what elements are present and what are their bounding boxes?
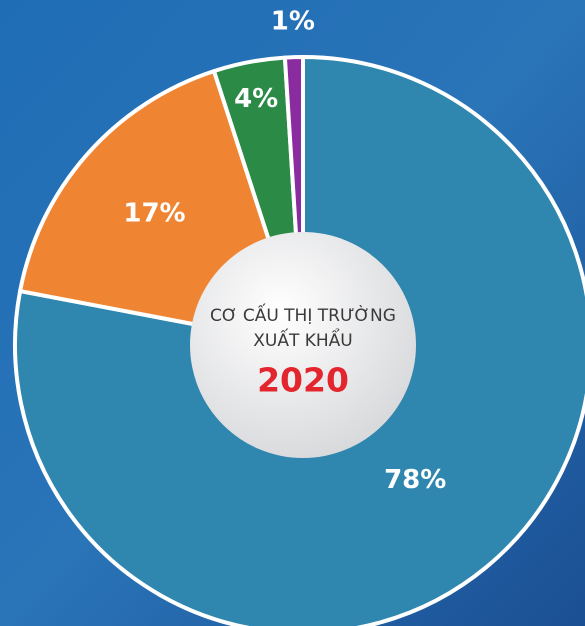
slice-label: 4% — [234, 84, 278, 114]
chart: CƠ CẤU THỊ TRƯỜNG XUẤT KHẨU 2020 78% 17% 4… — [0, 0, 585, 626]
slice-label: 1% — [271, 7, 315, 37]
center-title: CƠ CẤU THỊ TRƯỜNG — [210, 302, 396, 326]
page: CƠ CẤU THỊ TRƯỜNG XUẤT KHẨU 2020 78% 17% 4… — [0, 0, 585, 626]
slice-label: 78% — [384, 465, 446, 495]
center-year: 2020 — [257, 361, 349, 400]
slice-label: 17% — [123, 199, 185, 229]
center-title: XUẤT KHẨU — [253, 327, 353, 351]
